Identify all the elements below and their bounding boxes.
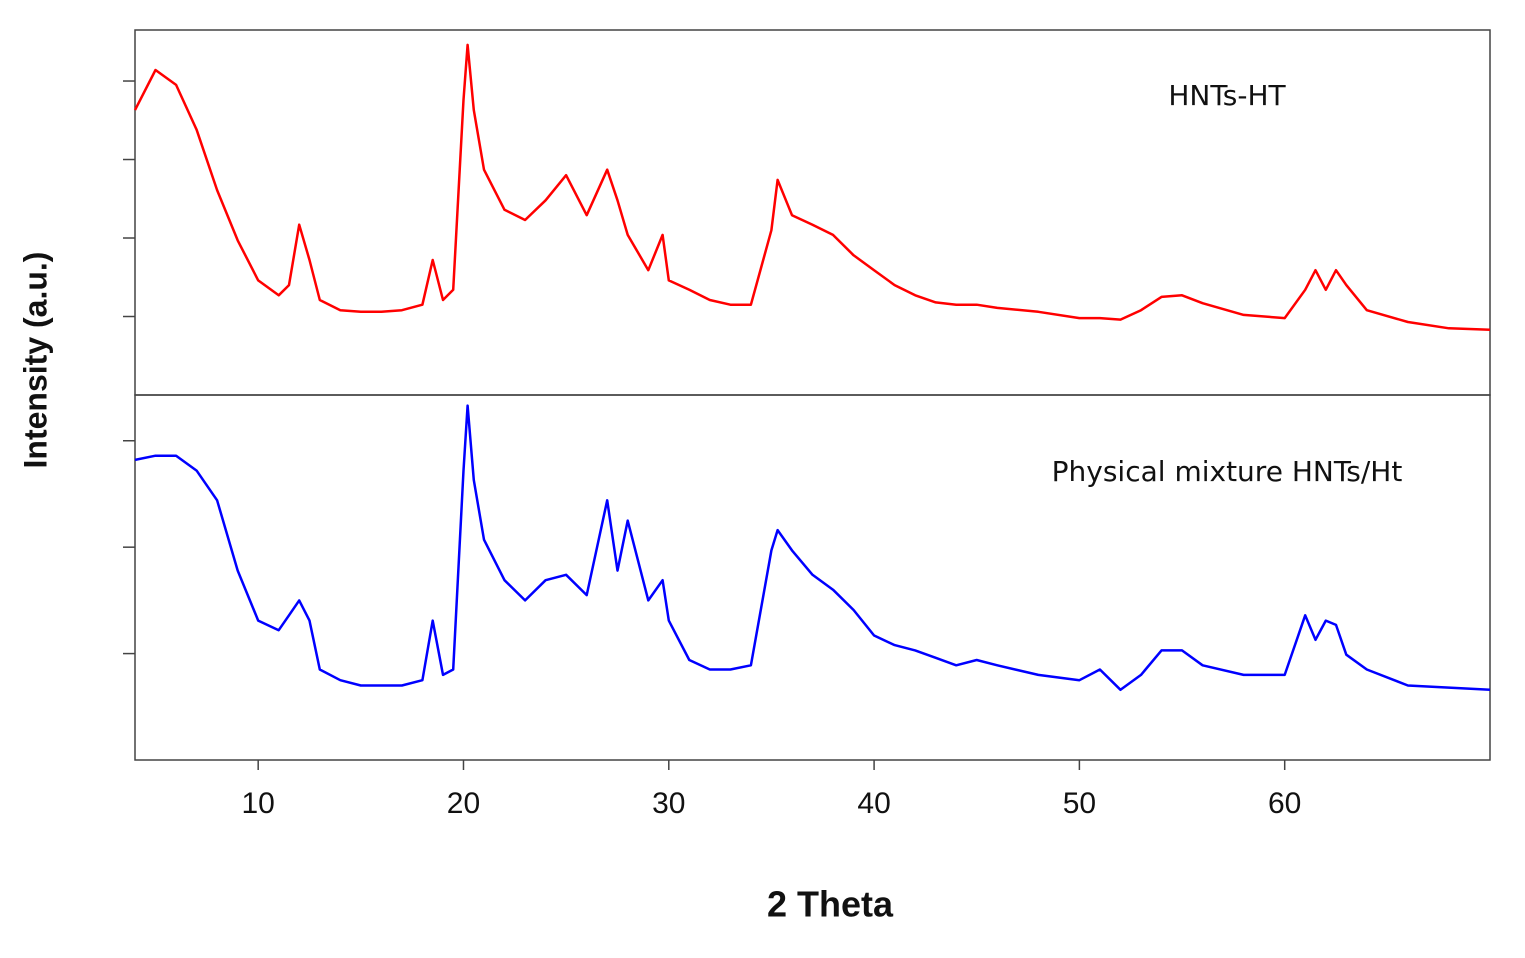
series-label: HNTs-HT (1168, 79, 1286, 112)
x-tick-label: 60 (1268, 787, 1301, 820)
x-axis-label: 2 Theta (767, 884, 894, 925)
data-line (134, 404, 1491, 692)
x-tick-label: 10 (241, 787, 274, 820)
x-tick-label: 40 (857, 787, 890, 820)
y-axis-label: Intensity (a.u.) (17, 252, 53, 469)
x-tick-label: 30 (652, 787, 685, 820)
plot-frame (134, 29, 1491, 396)
plot-frame (134, 394, 1491, 761)
series-label: Physical mixture HNTs/Ht (1052, 455, 1403, 488)
data-line (133, 43, 1491, 332)
x-tick-label: 50 (1063, 787, 1096, 820)
x-tick-label: 20 (447, 787, 480, 820)
